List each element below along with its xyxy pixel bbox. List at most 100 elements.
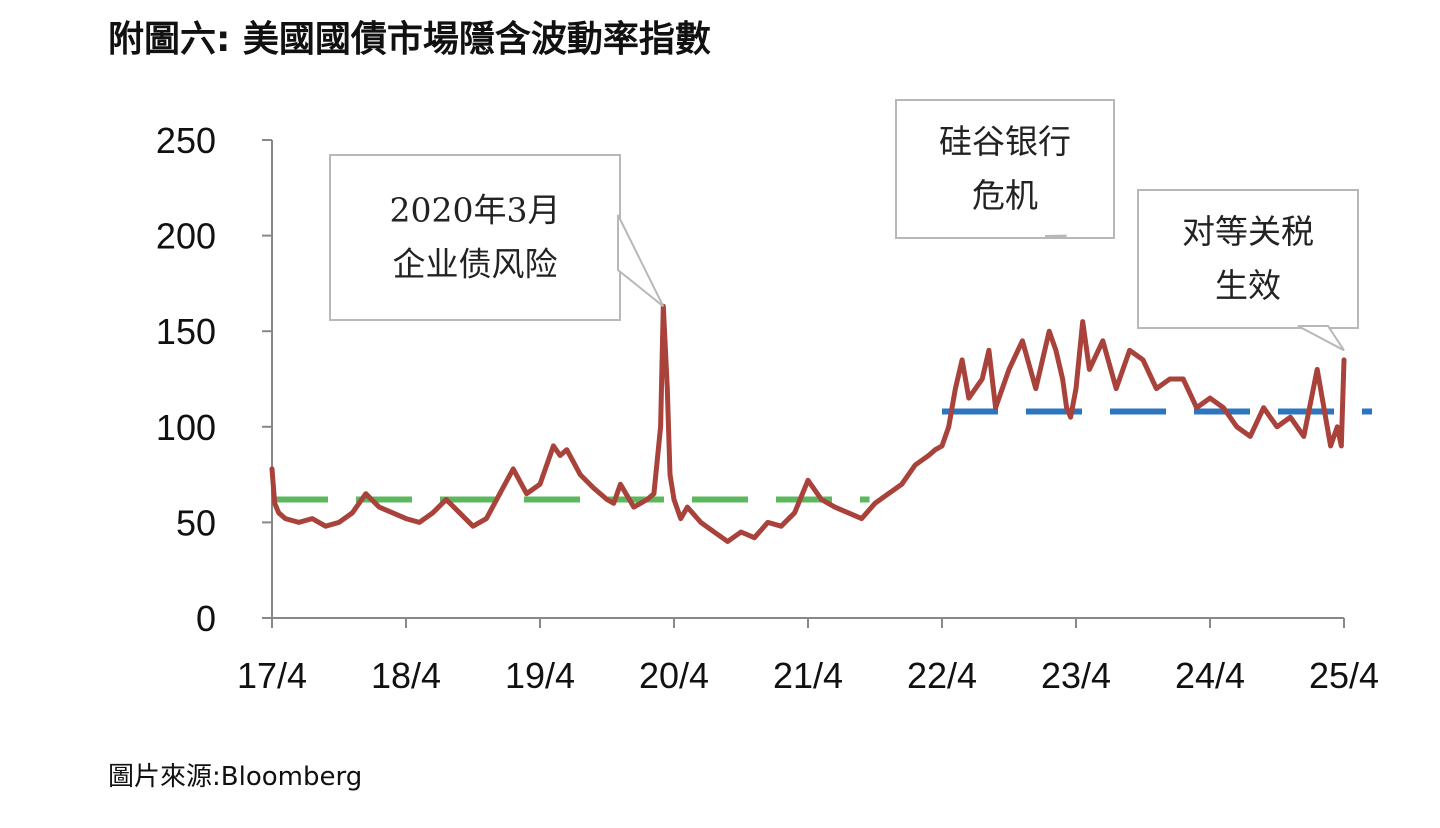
- data-point: [953, 386, 958, 391]
- data-point: [651, 491, 657, 496]
- data-point: [1274, 424, 1280, 429]
- x-tick-label: 23/4: [1041, 655, 1111, 696]
- y-tick-label: 0: [196, 598, 216, 639]
- data-point: [1100, 338, 1106, 343]
- data-point: [993, 405, 998, 410]
- callout-text: 对等关税: [1182, 212, 1314, 251]
- data-point: [779, 524, 784, 529]
- data-point: [1194, 405, 1199, 410]
- data-point: [712, 529, 717, 535]
- data-point: [1181, 376, 1186, 382]
- y-tick-label: 50: [176, 502, 216, 543]
- data-point: [377, 504, 382, 510]
- data-point: [1127, 348, 1132, 353]
- data-point: [604, 497, 610, 502]
- data-point: [1006, 367, 1012, 372]
- data-point: [1073, 386, 1079, 391]
- data-point: [926, 453, 931, 458]
- callout-box: [1137, 189, 1359, 329]
- series-line: [269, 303, 1347, 544]
- data-point: [578, 472, 583, 477]
- data-point: [966, 395, 971, 401]
- y-tick-label: 100: [156, 407, 216, 448]
- chart-axes: 0 50 100 150 200 250 17/4 18/4 19/4 20/4 21/4 22/4 2…: [156, 120, 1379, 696]
- data-point: [1261, 405, 1266, 410]
- data-point: [557, 453, 563, 458]
- data-point: [276, 510, 281, 516]
- data-point: [1047, 329, 1052, 334]
- reference-lines: [272, 408, 1372, 503]
- data-point: [403, 516, 409, 521]
- data-point: [430, 510, 435, 516]
- data-point: [738, 529, 744, 535]
- data-point: [497, 491, 502, 496]
- data-point: [685, 504, 690, 510]
- data-point: [564, 447, 569, 452]
- data-point: [886, 491, 891, 496]
- data-point: [336, 520, 342, 525]
- x-tick-label: 25/4: [1309, 655, 1379, 696]
- data-point: [537, 481, 543, 487]
- data-point: [939, 443, 945, 449]
- callout-pointer: [617, 214, 665, 308]
- x-tick-label: 19/4: [505, 655, 575, 696]
- data-point: [1068, 415, 1073, 420]
- data-point: [1020, 338, 1025, 343]
- data-point: [631, 504, 636, 510]
- y-tick-label: 200: [156, 216, 216, 257]
- data-point: [1033, 386, 1039, 391]
- data-point: [611, 501, 616, 506]
- data-point: [1341, 357, 1347, 363]
- data-point: [645, 497, 650, 502]
- data-point: [933, 447, 938, 452]
- x-tick-label: 22/4: [907, 655, 977, 696]
- data-point: [959, 357, 965, 363]
- data-point: [698, 520, 703, 525]
- data-point: [678, 516, 683, 521]
- data-point: [1315, 367, 1320, 372]
- data-point: [390, 510, 395, 516]
- data-point: [1154, 386, 1159, 391]
- data-point: [1064, 405, 1069, 410]
- data-point: [792, 510, 797, 516]
- data-point: [913, 462, 918, 468]
- data-point: [805, 478, 811, 483]
- data-point: [1053, 348, 1059, 353]
- y-tick-label: 250: [156, 120, 216, 161]
- data-point: [1339, 443, 1344, 449]
- data-point: [752, 535, 757, 540]
- data-point: [444, 497, 449, 502]
- data-point: [665, 386, 670, 391]
- data-point: [1234, 424, 1240, 429]
- callout-text: 硅谷银行: [939, 122, 1071, 161]
- data-point: [1335, 424, 1340, 429]
- x-tick-label: 21/4: [773, 655, 843, 696]
- data-point: [1080, 319, 1085, 324]
- data-point: [899, 481, 904, 487]
- data-point: [832, 504, 837, 510]
- data-point: [1248, 434, 1253, 439]
- callout-box: [895, 99, 1115, 239]
- data-point: [511, 466, 516, 472]
- source-note: 圖片來源:Bloomberg: [108, 762, 363, 792]
- data-point: [859, 516, 864, 521]
- callout-text: 企业债风险: [393, 245, 558, 284]
- series-group: [269, 303, 1347, 544]
- data-point: [1328, 443, 1333, 449]
- data-point: [618, 481, 623, 487]
- data-point: [350, 510, 355, 516]
- x-tick-label: 24/4: [1175, 655, 1245, 696]
- callout-text: 2020年3月: [390, 191, 561, 230]
- data-point: [1140, 357, 1146, 363]
- data-point: [283, 516, 288, 521]
- data-point: [310, 516, 315, 521]
- x-tick-label: 20/4: [639, 655, 709, 696]
- data-point: [846, 510, 851, 516]
- data-point: [363, 491, 368, 496]
- data-point: [946, 424, 951, 429]
- data-point: [1221, 405, 1226, 410]
